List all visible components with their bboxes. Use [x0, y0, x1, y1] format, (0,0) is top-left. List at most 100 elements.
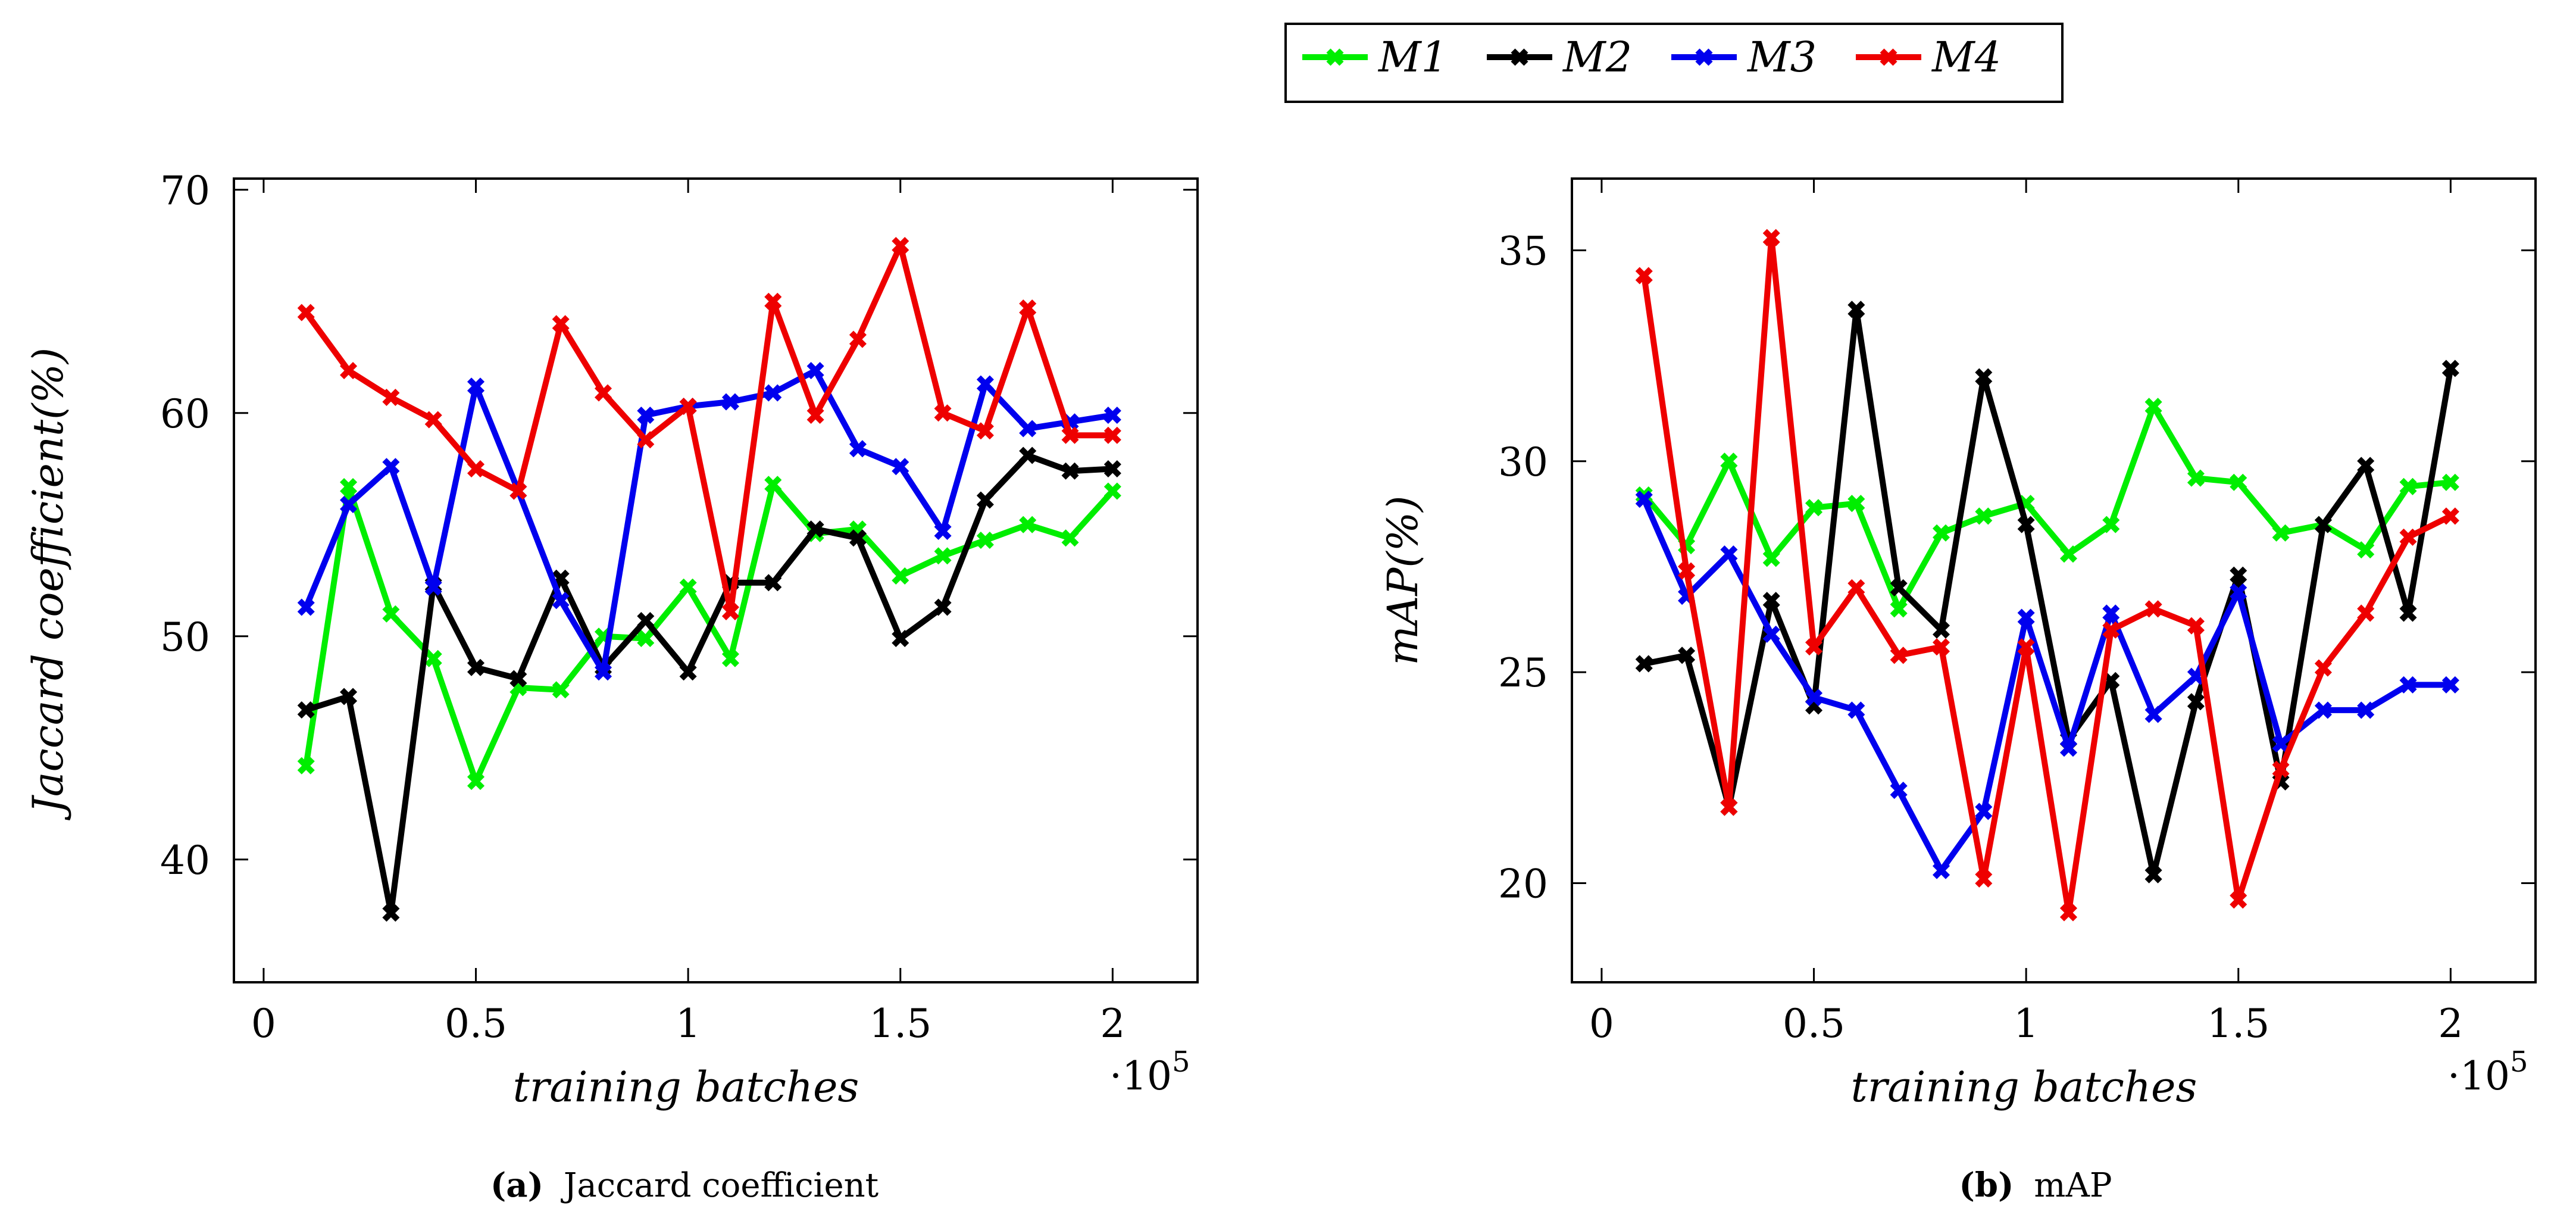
panel-b-series-m4-point: [2399, 528, 2417, 546]
panel-a-series-m1-point: [976, 531, 994, 549]
panel-a-series-m1-point: [297, 757, 315, 775]
panel-a-series-m3-point: [934, 522, 952, 541]
panel-a-series-m1-point: [892, 567, 909, 585]
panel-b-series-m3-point: [2357, 701, 2375, 719]
panel-a-series-m2-line: [305, 452, 1113, 916]
panel-a-xtick-label: 2: [1100, 1001, 1125, 1047]
panel-a-y-axis-title: Jaccard coefficient(%): [24, 348, 73, 821]
panel-b-series-m4-point: [2357, 604, 2375, 622]
panel-a-ytick-label: 70: [160, 168, 210, 214]
panel-b-series-m4-point: [1975, 870, 1993, 888]
panel-b-xtick-label: 2: [2438, 1001, 2463, 1047]
panel-b-series-m4-point: [2314, 659, 2332, 677]
panel-a-xtick-label: 0.5: [445, 1001, 507, 1047]
panel-a-series-m3-point: [382, 458, 400, 476]
panel-a-series-m3-line: [303, 367, 1114, 675]
panel-a-series-m2-point: [892, 629, 909, 648]
panel-a-series-m4-point: [382, 388, 400, 407]
panel-b-series-m1: [1635, 398, 2459, 618]
panel-a-series-m1-point: [679, 578, 697, 596]
panel-a-series-m1-point: [340, 477, 358, 496]
panel-b-series-m2-point: [1975, 368, 1993, 386]
panel-a-series-m4-point: [1061, 426, 1079, 444]
panel-b-series-m2-line: [1643, 306, 2454, 878]
panel-b-series-m1-point: [2144, 398, 2162, 416]
panel-b-series-m4-point: [2017, 638, 2035, 656]
panel-b-series-m2-point: [1678, 647, 1696, 664]
svg-text:(a) Jaccard coefficient: (a) Jaccard coefficient: [490, 1166, 879, 1205]
panel-a-series-m4-point: [1019, 299, 1037, 317]
panel-b-series-m1-point: [1635, 486, 1653, 504]
panel-b-series-m3-point: [2144, 705, 2162, 723]
panel-a-series-m2-point: [934, 598, 952, 616]
panel-b-series-m3-point: [2314, 701, 2332, 719]
panel-a-series-m3-point: [849, 440, 867, 458]
caption-a-tag: (a): [490, 1166, 543, 1205]
panel-b-xtick-label: 1.5: [2207, 1001, 2269, 1047]
panel-b-series-m3-point: [2059, 739, 2077, 757]
panel-b-series-m2-point: [2230, 566, 2247, 584]
panel-a-series-m4-point: [297, 304, 315, 321]
legend: M1 M2 M3 M4: [1284, 23, 2064, 103]
legend-marker-m3: [1695, 48, 1713, 66]
panel-a-series-m4-point: [764, 292, 782, 310]
legend-entry-m4: M4: [1856, 33, 2001, 82]
svg-text:(b) mAP: (b) mAP: [1959, 1166, 2112, 1205]
panel-a-series-m4-point: [679, 397, 697, 416]
panel-b-series-m3-point: [2230, 583, 2247, 601]
panel-b-series-m2-point: [2187, 693, 2205, 711]
panel-a-series-m3-point: [297, 598, 315, 616]
panel-a-series-m4-point: [552, 315, 570, 333]
panel-a-series-m2-point: [340, 688, 358, 705]
legend-marker-m4: [1880, 48, 1897, 66]
panel-b-series-m2-point: [2017, 516, 2035, 533]
panel-b-series-m3-point: [2017, 608, 2035, 626]
panel-a-series-m1-point: [764, 476, 782, 494]
panel-a-series-m4-point: [849, 330, 867, 348]
legend-label-m2: M2: [1562, 33, 1632, 82]
panel-b-series-m1-point: [1847, 495, 1865, 513]
panel-a-axis-frame: [233, 177, 1199, 983]
panel-a-series-m2-point: [297, 701, 315, 719]
panel-b-series-m1-point: [2187, 469, 2205, 487]
panel-a-series-m3-point: [976, 375, 994, 393]
panel-b-series-m4-point: [1847, 579, 1865, 597]
panel-a-series-m3-point: [721, 393, 739, 411]
panel-b-ytick-label: 35: [1498, 228, 1548, 274]
panel-b-series-m1-point: [2272, 524, 2290, 542]
panel-a-series-m1-point: [1019, 516, 1037, 533]
caption-a-text: Jaccard coefficient: [561, 1166, 879, 1205]
panel-a-series-m4-point: [467, 460, 485, 478]
panel-b-series-m2-point: [1890, 579, 1908, 597]
panel-b-series-m1-point: [2399, 477, 2417, 495]
panel-b-axis-frame: [1571, 177, 2537, 983]
panel-b-series-m3-point: [2399, 676, 2417, 694]
panel-a-series-m2-point: [637, 611, 655, 630]
panel-b-ytick-label: 25: [1498, 650, 1548, 696]
panel-a-series-m2-point: [849, 529, 867, 547]
chart-panel-jaccard: 0 0.5 1 1.5 2 40 50 60 70 ·105 training batches Jac…: [24, 168, 1199, 1111]
panel-b-series-m1-point: [1890, 600, 1908, 618]
panel-a-series-m4-point: [721, 602, 739, 621]
panel-a-xtick-label: 1: [676, 1001, 701, 1047]
panel-b-series-m4-point: [1720, 798, 1738, 816]
panel-a-series-m3-point: [637, 406, 655, 424]
panel-b-series-m3-point: [1932, 861, 1950, 879]
panel-b-xtick-label: 0.5: [1783, 1001, 1845, 1047]
legend-label-m4: M4: [1931, 33, 2001, 82]
panel-b-series-m4-point: [2144, 600, 2162, 618]
legend-marker-m1: [1326, 48, 1344, 66]
panel-a-series-m4-point: [340, 361, 358, 380]
panel-a-series-m2-point: [467, 658, 485, 676]
panel-a-xtick-label: 1.5: [869, 1001, 931, 1047]
panel-a-series-m3-point: [892, 458, 909, 476]
panel-b-series-m4-point: [1890, 647, 1908, 664]
panel-b-series-m4-point: [2441, 507, 2459, 525]
panel-b-xtick-label: 0: [1589, 1001, 1614, 1047]
panel-a-x-axis-title: training batches: [513, 1063, 859, 1111]
panel-a-series-m3-point: [594, 663, 612, 681]
panel-b-series-m4-point: [2187, 617, 2205, 635]
panel-a-series-m2-point: [1061, 462, 1079, 480]
panel-a-series-m4-point: [806, 406, 824, 424]
panel-a-series-m3-point: [340, 495, 358, 514]
